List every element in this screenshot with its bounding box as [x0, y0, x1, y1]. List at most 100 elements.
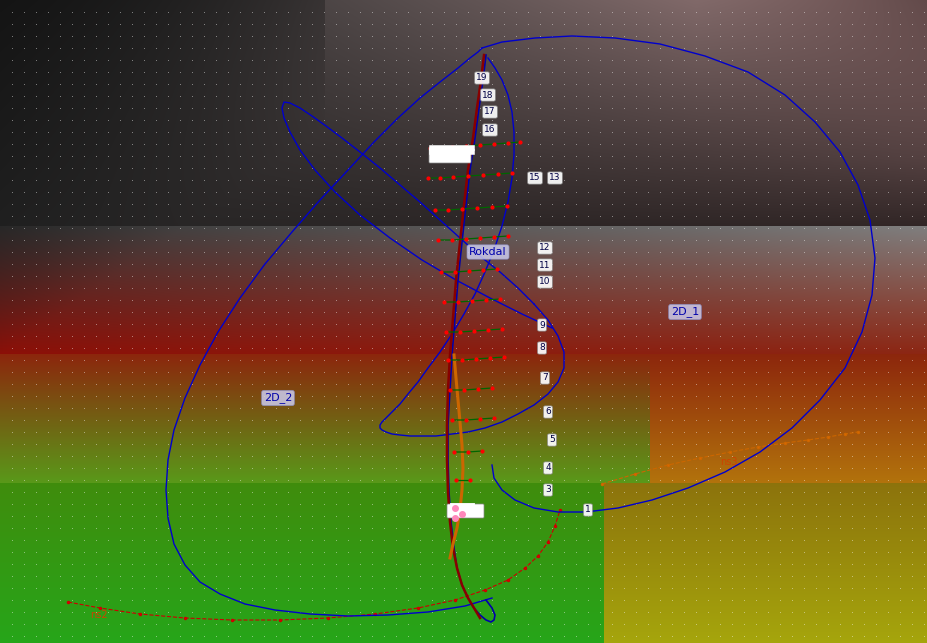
Point	[136, 475, 151, 485]
Point	[880, 139, 895, 149]
Point	[568, 607, 583, 617]
Point	[520, 439, 535, 449]
Point	[136, 175, 151, 185]
Point	[616, 199, 630, 209]
Point	[280, 343, 295, 353]
Point	[316, 115, 331, 125]
Point	[292, 259, 307, 269]
Point	[245, 607, 260, 617]
Point	[268, 451, 283, 461]
Point	[508, 223, 523, 233]
Point	[868, 343, 883, 353]
Point	[184, 571, 199, 581]
Point	[904, 91, 919, 101]
Point	[136, 439, 151, 449]
Point	[868, 199, 883, 209]
Point	[592, 367, 607, 377]
Point	[760, 331, 775, 341]
Point	[795, 535, 810, 545]
Point	[640, 295, 654, 305]
Point	[628, 343, 642, 353]
Point	[112, 103, 127, 113]
Point	[413, 415, 427, 425]
Point	[280, 139, 295, 149]
Point	[436, 91, 451, 101]
Text: 8: 8	[539, 343, 544, 352]
Point	[352, 571, 367, 581]
Point	[65, 619, 80, 629]
Point	[640, 247, 654, 257]
Point	[425, 439, 439, 449]
Point	[376, 223, 391, 233]
Point	[124, 139, 139, 149]
Point	[280, 187, 295, 197]
Point	[472, 175, 487, 185]
Point	[29, 367, 44, 377]
Point	[328, 475, 343, 485]
Point	[160, 199, 175, 209]
Point	[352, 199, 367, 209]
Point	[640, 355, 654, 365]
Point	[5, 19, 19, 29]
Point	[772, 19, 787, 29]
Point	[460, 511, 475, 521]
Point	[413, 475, 427, 485]
Point	[77, 115, 92, 125]
Point	[856, 487, 870, 497]
Point	[197, 343, 211, 353]
Point	[292, 247, 307, 257]
Point	[65, 355, 80, 365]
Point	[425, 283, 439, 293]
Point	[328, 403, 343, 413]
Point	[616, 103, 630, 113]
Point	[53, 583, 68, 593]
Point	[472, 43, 487, 53]
Point	[184, 103, 199, 113]
Point	[783, 211, 798, 221]
Point	[844, 115, 858, 125]
Point	[496, 535, 511, 545]
Point	[472, 415, 487, 425]
Point	[724, 547, 739, 557]
Point	[712, 331, 727, 341]
Point	[184, 355, 199, 365]
Point	[520, 391, 535, 401]
Point	[172, 19, 187, 29]
Point	[100, 271, 115, 281]
Point	[700, 427, 715, 437]
Point	[53, 271, 68, 281]
Point	[425, 379, 439, 389]
Point	[29, 295, 44, 305]
Point	[400, 79, 415, 89]
Point	[448, 607, 463, 617]
Point	[364, 271, 379, 281]
Point	[376, 559, 391, 569]
Point	[880, 367, 895, 377]
Point	[245, 259, 260, 269]
Point	[916, 619, 927, 629]
Point	[172, 331, 187, 341]
Point	[616, 595, 630, 605]
Point	[832, 199, 846, 209]
Point	[760, 151, 775, 161]
Point	[136, 271, 151, 281]
Point	[856, 475, 870, 485]
Point	[172, 379, 187, 389]
Point	[184, 319, 199, 329]
Point	[400, 319, 415, 329]
Point	[472, 619, 487, 629]
Point	[100, 7, 115, 17]
Point	[233, 67, 248, 77]
Point	[413, 463, 427, 473]
Point	[136, 211, 151, 221]
Point	[856, 343, 870, 353]
Point	[256, 559, 271, 569]
Point	[616, 487, 630, 497]
Point	[304, 307, 319, 317]
Point	[807, 631, 822, 641]
Point	[197, 499, 211, 509]
Point	[364, 43, 379, 53]
Point	[508, 559, 523, 569]
Point	[292, 511, 307, 521]
Point	[520, 55, 535, 65]
